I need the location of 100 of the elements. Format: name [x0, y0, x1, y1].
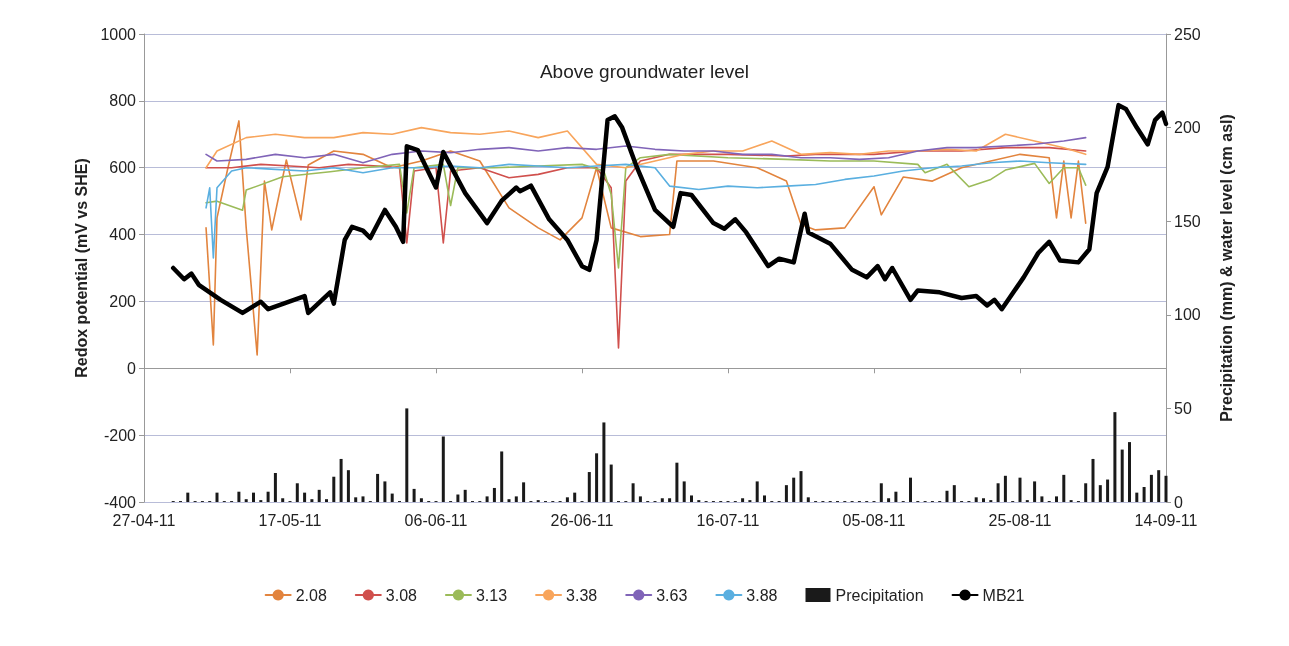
- y2-tick-label: 100: [1174, 306, 1201, 324]
- bar: [879, 483, 883, 502]
- bar: [237, 491, 241, 502]
- bar: [281, 498, 285, 502]
- bar: [354, 497, 358, 502]
- bar: [492, 487, 496, 502]
- bar: [1033, 481, 1037, 502]
- bar: [755, 481, 759, 502]
- bar: [1084, 483, 1088, 502]
- bar: [1164, 475, 1168, 502]
- line-series: [170, 102, 1169, 316]
- annotation: Above groundwater level: [539, 61, 750, 82]
- bar: [945, 490, 949, 502]
- bar: [310, 499, 314, 502]
- legend-label: 3.13: [475, 586, 508, 604]
- bar: [419, 498, 423, 502]
- bar: [602, 422, 606, 502]
- line-series: [205, 136, 1087, 164]
- bar: [1091, 458, 1095, 502]
- bar: [514, 496, 518, 502]
- bar: [1062, 474, 1066, 502]
- bar: [412, 488, 416, 502]
- bar: [390, 493, 394, 502]
- legend-label: 3.08: [385, 586, 418, 604]
- bar: [595, 453, 599, 502]
- bar: [1055, 496, 1058, 502]
- legend-label: 3.63: [656, 586, 688, 604]
- x-tick-label: 16-07-11: [696, 511, 760, 529]
- bar: [982, 498, 985, 502]
- bar: [660, 498, 664, 502]
- bar: [784, 485, 788, 502]
- bar: [463, 489, 467, 502]
- y-tick-label: 200: [109, 292, 137, 310]
- y-tick-label: -400: [103, 493, 137, 511]
- y2-tick-label: 150: [1174, 212, 1201, 230]
- bar: [507, 499, 511, 502]
- bar: [1135, 492, 1139, 502]
- bar: [522, 482, 526, 502]
- y-tick-label: 1000: [100, 25, 137, 43]
- bar: [303, 492, 307, 502]
- legend-label: 3.88: [746, 586, 778, 604]
- x-tick-label: 06-06-11: [404, 511, 468, 529]
- bar: [361, 496, 365, 502]
- bar: [682, 481, 686, 502]
- y2-tick-label: 250: [1174, 25, 1201, 43]
- bar: [587, 472, 591, 502]
- bar: [295, 483, 299, 502]
- y2-tick-label: 200: [1174, 119, 1201, 137]
- bar: [383, 481, 387, 502]
- y-tick-label: 0: [127, 359, 137, 377]
- bar: [186, 492, 190, 502]
- bar: [952, 485, 956, 502]
- legend-label: 3.38: [566, 586, 598, 604]
- bar: [741, 498, 745, 502]
- x-tick-label: 17-05-11: [258, 511, 322, 529]
- y2-axis-title: Precipitation (mm) & water level (cm asl): [1217, 114, 1235, 422]
- bar: [1128, 442, 1131, 502]
- y-tick-label: 400: [109, 226, 137, 244]
- bar: [799, 471, 803, 502]
- bar: [1120, 449, 1124, 502]
- line-series: [205, 126, 1087, 169]
- bar: [1040, 496, 1044, 502]
- y-axis-title: Redox potential (mV vs SHE): [73, 158, 91, 378]
- bar: [252, 492, 255, 502]
- legend-label: Precipitation: [835, 586, 924, 604]
- bar: [609, 464, 613, 502]
- bar: [346, 470, 350, 502]
- bar: [266, 491, 270, 502]
- legend-label: MB21: [982, 586, 1025, 604]
- bar: [1113, 412, 1117, 502]
- bar: [638, 496, 642, 502]
- bar: [405, 408, 409, 502]
- bar: [215, 492, 219, 502]
- bar: [894, 491, 898, 502]
- bar: [376, 473, 380, 502]
- bar: [792, 477, 796, 502]
- bar: [1157, 470, 1161, 502]
- x-tick-label: 05-08-11: [842, 511, 906, 529]
- y2-tick-label: 50: [1174, 399, 1192, 417]
- bar: [565, 497, 569, 502]
- bar: [1018, 477, 1022, 502]
- bar: [332, 476, 336, 502]
- legend-label: 2.08: [295, 586, 327, 604]
- x-tick-label: 27-04-11: [112, 511, 176, 529]
- bar: [500, 451, 504, 502]
- bar: [485, 496, 489, 502]
- x-tick-label: 14-09-11: [1134, 511, 1198, 529]
- bar: [1098, 485, 1102, 502]
- y-tick-label: -200: [103, 426, 137, 444]
- bar: [1149, 474, 1153, 502]
- bar: [244, 499, 248, 502]
- bar: [690, 495, 693, 502]
- y2-tick-label: 0: [1174, 493, 1183, 511]
- bar: [763, 495, 766, 502]
- x-tick-label: 26-06-11: [550, 511, 614, 529]
- bar: [668, 498, 672, 502]
- bar: [996, 483, 1000, 502]
- bar: [909, 477, 912, 502]
- bar: [573, 492, 577, 502]
- bar: [339, 458, 343, 502]
